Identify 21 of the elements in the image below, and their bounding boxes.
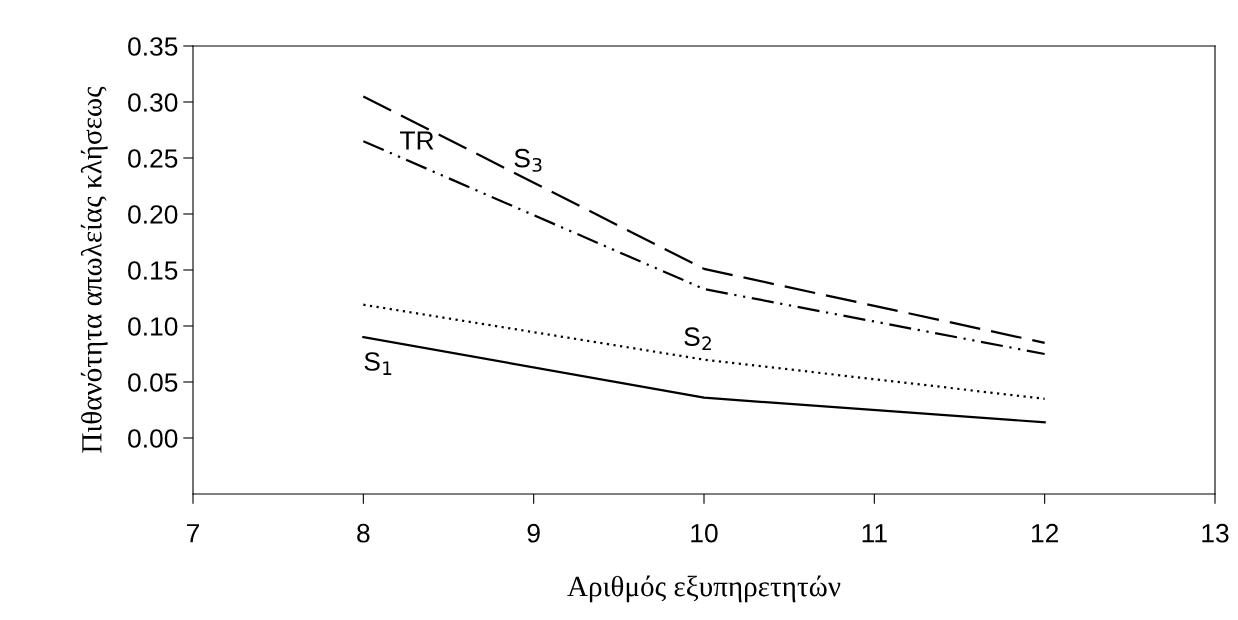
- y-tick-label: 0.00: [128, 429, 178, 448]
- series-label: TR: [400, 131, 434, 150]
- y-tick-label: 0.10: [128, 317, 178, 336]
- x-axis-title: Αριθμός εξυπηρετητών: [567, 575, 841, 603]
- x-tick-label: 8: [357, 523, 370, 543]
- x-tick-label: 12: [1032, 523, 1059, 543]
- y-tick-label: 0.25: [128, 149, 178, 168]
- y-tick-label: 0.30: [128, 93, 178, 112]
- y-axis-title: Πιθανότητα απωλείας κλήσεως: [80, 86, 108, 453]
- y-tick-label: 0.20: [128, 205, 178, 224]
- series-label: S$_{1}$: [364, 352, 392, 375]
- y-tick-label: 0.05: [128, 373, 178, 392]
- x-tick-label: 7: [187, 524, 200, 543]
- x-tick-label: 11: [862, 524, 887, 543]
- series-label: S$_{2}$: [684, 327, 711, 351]
- series-label: S$_{3}$: [514, 148, 542, 172]
- y-tick-label: 0.15: [128, 261, 178, 280]
- x-tick-label: 9: [527, 523, 540, 543]
- x-tick-label: 13: [1202, 523, 1229, 543]
- y-tick-label: 0.35: [128, 37, 178, 56]
- x-tick-label: 10: [691, 523, 718, 543]
